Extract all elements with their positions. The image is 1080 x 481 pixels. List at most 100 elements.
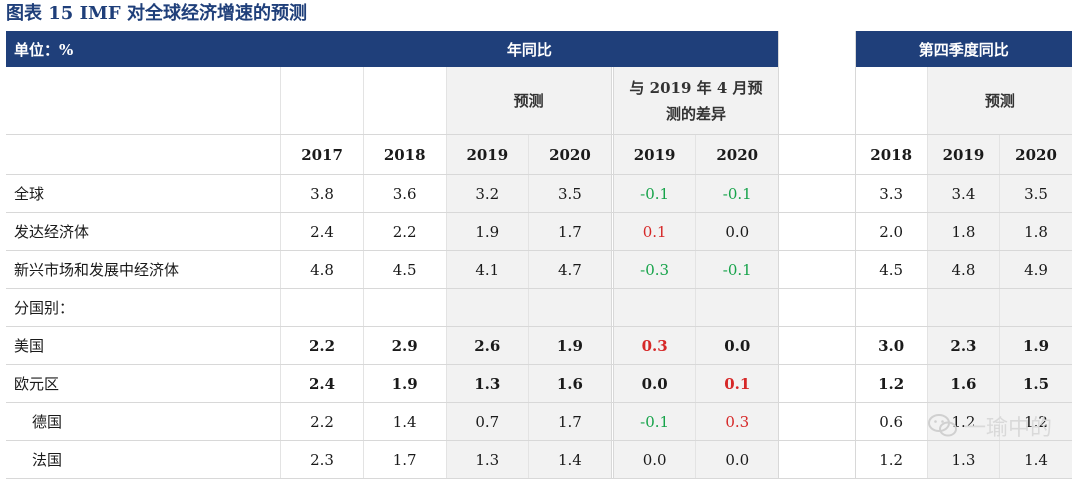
q4-2018: 4.5 xyxy=(854,250,928,289)
value-2020: 3.5 xyxy=(528,174,612,213)
separator xyxy=(610,326,614,365)
separator xyxy=(610,250,614,289)
value-2018: 1.9 xyxy=(362,364,446,403)
row-label: 法国 xyxy=(6,440,281,479)
year-2018: 2018 xyxy=(362,134,446,175)
value-2017: 2.4 xyxy=(280,212,364,251)
diff-2020: 0.3 xyxy=(695,402,779,441)
separator xyxy=(778,288,856,327)
value-2019: 2.6 xyxy=(445,326,529,365)
diff-2020: 0.0 xyxy=(695,440,779,479)
q4-2018: 1.2 xyxy=(854,440,928,479)
value-2017: 2.2 xyxy=(280,402,364,441)
value-2017: 2.2 xyxy=(280,326,364,365)
value-2019: 1.3 xyxy=(445,440,529,479)
row-label: 欧元区 xyxy=(6,364,281,403)
forecast-q4-label: 预测 xyxy=(926,67,1072,135)
watermark-text: 一瑜中的 xyxy=(963,416,1052,441)
value-2018 xyxy=(362,288,446,327)
diff-2020: -0.1 xyxy=(695,250,779,289)
row-label: 全球 xyxy=(6,174,281,213)
diff-label-line1: 与 2019 年 4 月预 xyxy=(629,78,763,97)
value-2019: 1.9 xyxy=(445,212,529,251)
diff-2020: -0.1 xyxy=(695,174,779,213)
q4-2020: 1.4 xyxy=(999,440,1072,479)
q4-2020: 3.5 xyxy=(999,174,1072,213)
diff-2020: 0.1 xyxy=(695,364,779,403)
table-row: 发达经济体 2.4 2.2 1.9 1.7 0.1 0.0 2.0 1.8 1.8 xyxy=(6,212,1072,251)
value-2020: 1.6 xyxy=(528,364,612,403)
q4-2019: 1.8 xyxy=(926,212,1000,251)
separator xyxy=(610,288,614,327)
diff-2019: -0.3 xyxy=(612,250,696,289)
separator xyxy=(610,212,614,251)
value-2018: 4.5 xyxy=(362,250,446,289)
q4-2019: 2.3 xyxy=(926,326,1000,365)
q4-2020: 1.9 xyxy=(999,326,1072,365)
table-row: 美国 2.2 2.9 2.6 1.9 0.3 0.0 3.0 2.3 1.9 xyxy=(6,326,1072,365)
row-label: 新兴市场和发展中经济体 xyxy=(6,250,281,289)
row-label: 德国 xyxy=(6,402,281,441)
q4-2020: 4.9 xyxy=(999,250,1072,289)
wechat-icon xyxy=(927,414,957,437)
q4-year-2020: 2020 xyxy=(999,134,1072,175)
value-2019 xyxy=(445,288,529,327)
diff-2019: 0.3 xyxy=(612,326,696,365)
table-body: 全球 3.8 3.6 3.2 3.5 -0.1 -0.1 3.3 3.4 3.5 发达经济体 2.4 2… xyxy=(6,174,1072,479)
unit-label: 单位：% xyxy=(6,31,281,67)
q4-2018: 0.6 xyxy=(854,402,928,441)
q4-2019: 3.4 xyxy=(926,174,1000,213)
value-2020: 1.7 xyxy=(528,402,612,441)
q4-2018: 3.3 xyxy=(854,174,928,213)
table-row: 德国 2.2 1.4 0.7 1.7 -0.1 0.3 0.6 1.2 1.2 xyxy=(6,402,1072,441)
q4-2019: 4.8 xyxy=(926,250,1000,289)
q4-year-2018: 2018 xyxy=(854,134,928,175)
q4-2019: 1.3 xyxy=(926,440,1000,479)
diff-2019: -0.1 xyxy=(612,402,696,441)
value-2018: 3.6 xyxy=(362,174,446,213)
separator xyxy=(778,174,856,213)
value-2019: 3.2 xyxy=(445,174,529,213)
q4-2019: 1.2 xyxy=(926,402,1000,441)
figure-title: 图表 15 IMF 对全球经济增速的预测 xyxy=(6,3,307,24)
subheader-row: 预测 与 2019 年 4 月预 测的差异 预测 xyxy=(6,67,1072,135)
value-2017 xyxy=(280,288,364,327)
diff-2019: 0.0 xyxy=(612,440,696,479)
value-2020: 4.7 xyxy=(528,250,612,289)
value-2020: 1.9 xyxy=(528,326,612,365)
forecast-label: 预测 xyxy=(445,67,612,135)
value-2018: 1.4 xyxy=(362,402,446,441)
q4-2018 xyxy=(854,288,928,327)
value-2019: 4.1 xyxy=(445,250,529,289)
value-2020 xyxy=(528,288,612,327)
diff-label: 与 2019 年 4 月预 测的差异 xyxy=(612,67,779,135)
q4-2020 xyxy=(999,288,1072,327)
q4-2018: 1.2 xyxy=(854,364,928,403)
row-label: 美国 xyxy=(6,326,281,365)
diff-2020: 0.0 xyxy=(695,326,779,365)
separator xyxy=(610,364,614,403)
separator xyxy=(778,364,856,403)
separator xyxy=(778,440,856,479)
value-2017: 4.8 xyxy=(280,250,364,289)
separator xyxy=(778,31,856,67)
value-2017: 3.8 xyxy=(280,174,364,213)
group-q4: 第四季度同比 xyxy=(855,31,1072,67)
year-row: 2017 2018 2019 2020 2019 2020 2018 2019 … xyxy=(6,134,1072,175)
value-2018: 2.9 xyxy=(362,326,446,365)
separator xyxy=(610,440,614,479)
q4-2018: 2.0 xyxy=(854,212,928,251)
value-2017: 2.3 xyxy=(280,440,364,479)
q4-2019: 1.6 xyxy=(926,364,1000,403)
diff-label-line2: 测的差异 xyxy=(665,104,726,123)
value-2019: 1.3 xyxy=(445,364,529,403)
separator xyxy=(778,212,856,251)
imf-forecast-table: 单位：% 年同比 第四季度同比 预测 与 2019 年 4 月预 测的差异 预测… xyxy=(6,31,1072,479)
table-row: 新兴市场和发展中经济体 4.8 4.5 4.1 4.7 -0.3 -0.1 4.5 4.8 4.9 xyxy=(6,250,1072,289)
table-row: 欧元区 2.4 1.9 1.3 1.6 0.0 0.1 1.2 1.6 1.5 xyxy=(6,364,1072,403)
value-2017: 2.4 xyxy=(280,364,364,403)
value-2018: 1.7 xyxy=(362,440,446,479)
diff-year-2019: 2019 xyxy=(612,134,696,175)
year-2020: 2020 xyxy=(528,134,612,175)
q4-2020: 1.5 xyxy=(999,364,1072,403)
